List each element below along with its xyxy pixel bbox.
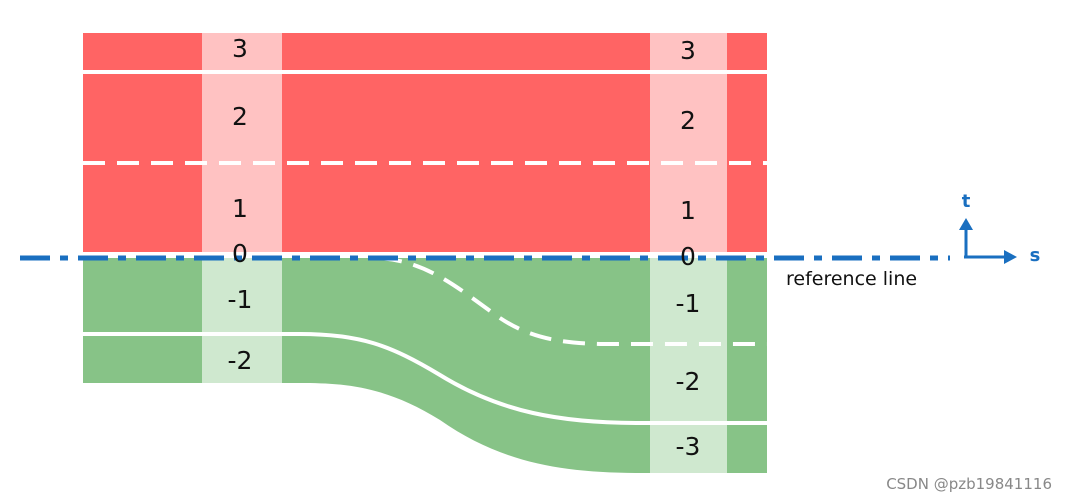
lane-id: 2 [680,106,696,135]
lane-id: 3 [680,36,696,65]
t-arrow [959,218,973,230]
section-column [650,258,727,473]
section-column [650,33,727,252]
lane-id: -3 [676,432,701,461]
lane-id: 1 [232,194,248,223]
section-column [202,33,282,252]
lane-id: -2 [228,346,253,375]
watermark: CSDN @pzb19841116 [886,475,1052,493]
lane-id: 1 [680,196,696,225]
lane-line [83,332,767,425]
lane-id: -1 [676,289,701,318]
lane-id: 0 [680,242,696,271]
s-label: s [1030,245,1041,266]
lane-id: 0 [232,239,248,268]
section-column [202,258,282,383]
s-arrow [1004,250,1017,264]
lane-line-dashed [379,256,767,346]
lane-id: 3 [232,34,248,63]
lane-id: 2 [232,102,248,131]
lane-labels: 3 2 1 0 -1 -2 3 2 1 0 -1 -2 -3 [228,34,701,461]
t-label: t [962,191,971,212]
lane-id: -2 [676,367,701,396]
lane-id: -1 [228,285,253,314]
reference-label: reference line [786,268,917,290]
